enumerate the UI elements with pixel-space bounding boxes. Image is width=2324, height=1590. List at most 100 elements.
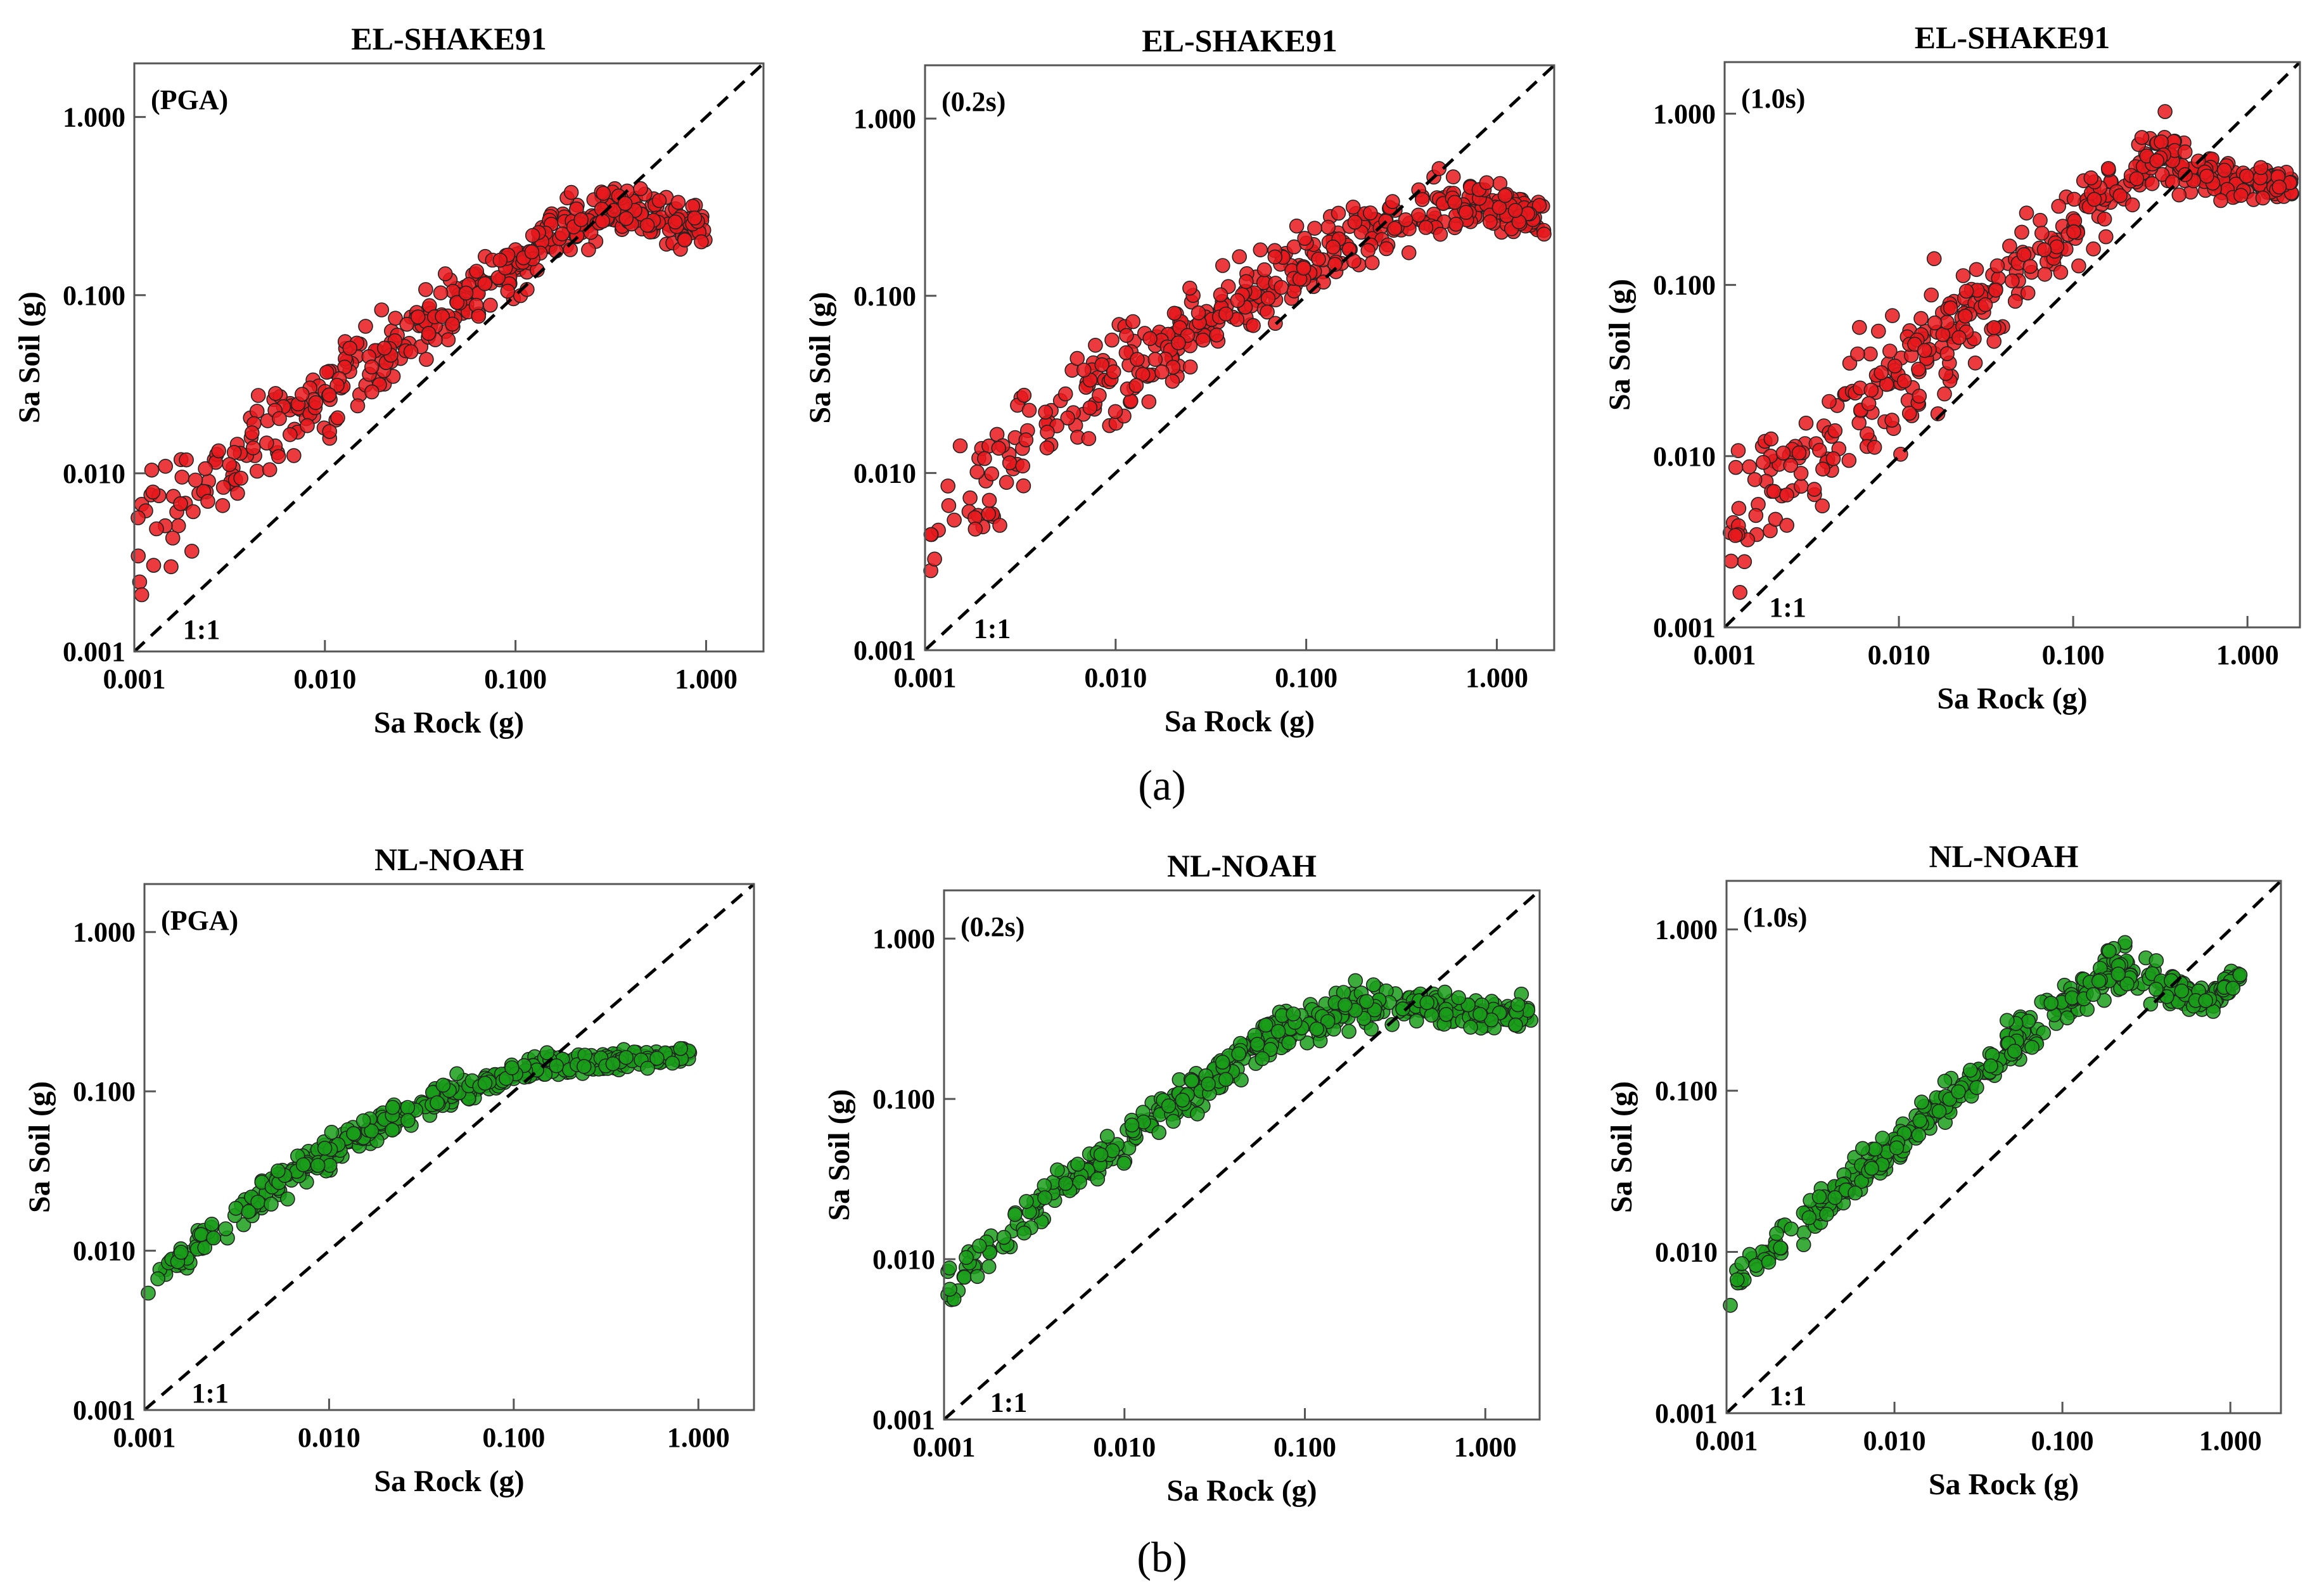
scatter-point — [374, 302, 390, 317]
scatter-point — [1939, 346, 1955, 361]
y-tick-label: 0.100 — [872, 1084, 935, 1115]
scatter-point — [1937, 386, 1952, 402]
scatter-point — [1218, 306, 1234, 322]
scatter-point — [2086, 241, 2101, 257]
scatter-point — [430, 1095, 445, 1110]
scatter-point — [1728, 528, 1743, 543]
x-tick-label: 0.100 — [2031, 1425, 2094, 1456]
scatter-point — [1479, 175, 1495, 191]
y-axis-label: Sa Soil (g) — [822, 1089, 856, 1221]
x-tick-label: 0.010 — [293, 664, 356, 695]
scatter-point — [1135, 366, 1151, 382]
scatter-point — [1289, 218, 1305, 234]
scatter-point — [1957, 308, 1973, 324]
scatter-point — [282, 426, 298, 442]
scatter-point — [1914, 1094, 1929, 1110]
scatter-point — [1338, 997, 1353, 1013]
scatter-point — [358, 319, 373, 334]
scatter-point — [471, 309, 487, 324]
scatter-point — [1050, 1162, 1065, 1177]
scatter-point — [492, 252, 508, 268]
scatter-point — [1901, 406, 1917, 421]
scatter-point — [1307, 221, 1322, 236]
scatter-point — [1531, 198, 1547, 214]
scatter-point — [230, 485, 245, 501]
scatter-point — [1742, 459, 1757, 475]
scatter-point — [1231, 1046, 1246, 1061]
scatter-point — [286, 448, 302, 463]
scatter-point — [967, 522, 983, 537]
scatter-point — [942, 1260, 957, 1276]
scatter-point — [1363, 1022, 1379, 1037]
scatter-point — [1855, 1141, 1870, 1157]
scatter-point — [1723, 553, 1739, 569]
scatter-point — [2002, 238, 2017, 254]
period-label: (1.0s) — [1741, 83, 1805, 114]
y-axis-label: Sa Soil (g) — [803, 292, 837, 423]
scatter-point — [280, 1191, 295, 1207]
scatter-point — [2239, 168, 2254, 184]
scatter-point — [1815, 498, 1830, 514]
chart-title: EL-SHAKE91 — [1142, 23, 1337, 58]
scatter-point — [996, 1229, 1012, 1245]
y-tick-label: 0.100 — [73, 1076, 136, 1107]
scatter-point — [1379, 241, 1394, 257]
scatter-point — [2086, 191, 2102, 207]
scatter-point — [1911, 1127, 1927, 1143]
scatter-point — [639, 217, 655, 233]
scatter-point — [149, 521, 164, 537]
scatter-point — [1791, 445, 1807, 461]
scatter-point — [1825, 451, 1841, 466]
scatter-point — [435, 1077, 451, 1093]
scatter-point — [204, 1216, 220, 1232]
scatter-point — [1779, 487, 1794, 503]
scatter-point — [1092, 388, 1107, 403]
scatter-point — [410, 309, 426, 324]
scatter-point — [1728, 459, 1744, 475]
y-tick-label: 1.000 — [1655, 914, 1718, 946]
x-tick-label: 0.100 — [482, 1422, 545, 1453]
plot-frame — [1723, 61, 2301, 629]
one-to-one-label: 1:1 — [1769, 592, 1806, 623]
y-tick-label: 0.010 — [853, 458, 916, 489]
scatter-point — [2019, 205, 2034, 221]
scatter-point — [1927, 315, 1943, 331]
scatter-point — [2213, 193, 2228, 208]
scatter-point — [1459, 205, 1474, 220]
scatter-point — [1088, 337, 1103, 353]
scatter-points — [141, 1041, 698, 1301]
scatter-point — [477, 1075, 493, 1091]
chart-panel-6: 0.001 0.010 0.100 1.000 0.001 0.010 0.100 1.000… — [1605, 838, 2282, 1501]
scatter-point — [1182, 280, 1197, 296]
scatter-point — [2198, 993, 2213, 1008]
scatter-point — [150, 1271, 165, 1286]
scatter-point — [1038, 404, 1053, 420]
scatter-point — [1955, 268, 1971, 283]
scatter-point — [218, 1221, 234, 1236]
scatter-point — [2171, 187, 2187, 203]
scatter-point — [1841, 452, 1857, 468]
scatter-point — [640, 1060, 655, 1076]
scatter-point — [2148, 982, 2164, 997]
x-tick-label: 0.100 — [1274, 1432, 1336, 1463]
scatter-point — [1731, 501, 1747, 516]
subfigure-label-b: (b) — [1137, 1533, 1187, 1581]
scatter-point — [1969, 1080, 1984, 1095]
period-label: (1.0s) — [1743, 902, 1807, 933]
scatter-point — [355, 1113, 371, 1129]
scatter-point — [2110, 966, 2126, 982]
scatter-point — [1967, 355, 1983, 371]
scatter-point — [1094, 357, 1109, 373]
scatter-point — [2149, 153, 2164, 169]
scatter-point — [1016, 387, 1032, 403]
scatter-point — [1331, 205, 1346, 221]
scatter-point — [1218, 1072, 1234, 1087]
scatter-point — [421, 326, 437, 341]
scatter-point — [1958, 283, 1974, 299]
scatter-point — [667, 214, 683, 230]
scatter-point — [342, 340, 358, 356]
scatter-point — [596, 186, 611, 201]
scatter-point — [198, 461, 213, 477]
scatter-point — [1924, 287, 1939, 303]
scatter-point — [300, 418, 315, 433]
